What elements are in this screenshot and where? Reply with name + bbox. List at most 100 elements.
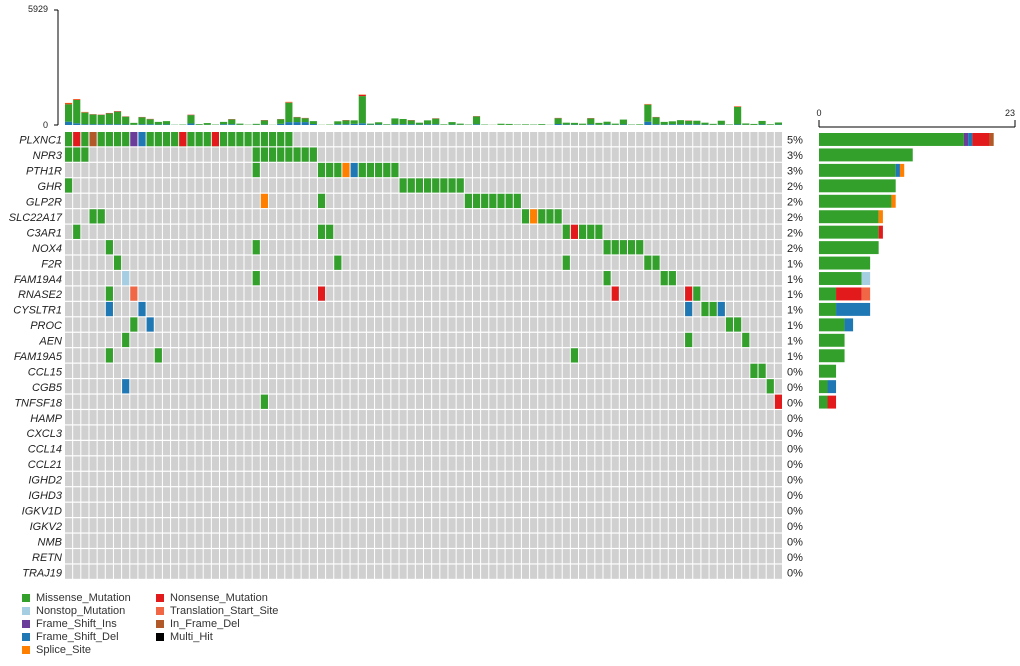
grid-cell [171,255,179,270]
grid-cell [725,549,734,564]
grid-cell [383,564,391,579]
grid-cell [424,363,432,378]
grid-cell [456,379,464,394]
grid-cell [285,394,293,409]
grid-cell [668,394,676,409]
grid-cell [81,533,89,548]
grid-cell [424,456,432,471]
grid-cell [130,271,138,286]
grid-cell [570,286,579,301]
grid-cell [481,317,489,332]
grid-cell [676,271,685,286]
mutation-cell [415,178,423,193]
grid-cell [676,471,685,487]
grid-cell [277,301,285,317]
grid-cell [171,317,179,332]
grid-cell [366,487,375,502]
grid-cell [366,440,375,456]
grid-cell [391,224,399,239]
grid-cell [342,147,350,162]
grid-cell [546,271,554,286]
grid-cell [619,224,627,239]
grid-cell [440,410,448,425]
grid-cell [203,425,211,440]
grid-cell [717,502,725,518]
grid-cell [211,440,220,456]
grid-cell [521,549,530,564]
grid-cell [481,471,489,487]
grid-cell [685,224,693,239]
grid-cell [293,162,301,178]
grid-cell [627,425,636,440]
grid-cell [709,564,717,579]
grid-cell [326,564,334,579]
grid-cell [440,332,448,348]
grid-cell [203,193,211,209]
legend-item: Nonstop_Mutation [22,605,125,617]
tmb-bar-segment [285,122,293,125]
grid-cell [375,178,383,193]
grid-cell [65,286,73,301]
grid-cell [424,502,432,518]
grid-cell [595,348,603,363]
grid-cell [154,332,162,348]
tmb-bar-segment [399,118,407,125]
grid-cell [358,132,366,147]
grid-cell [709,533,717,548]
grid-cell [513,209,521,224]
grid-cell [530,271,538,286]
grid-cell [277,162,285,178]
grid-cell [105,533,113,548]
mutation-cell [334,255,342,270]
grid-cell [244,471,252,487]
grid-cell [579,348,587,363]
tmb-bar-segment [203,123,211,125]
grid-cell [391,132,399,147]
grid-cell [456,471,464,487]
grid-cell [154,502,162,518]
grid-cell [717,224,725,239]
grid-cell [424,394,432,409]
grid-cell [228,240,236,255]
grid-cell [146,301,154,317]
grid-cell [162,456,171,471]
grid-cell [211,564,220,579]
grid-cell [195,240,203,255]
grid-cell [432,317,440,332]
grid-cell [179,271,187,286]
grid-cell [603,440,611,456]
grid-cell [603,379,611,394]
grid-cell [195,425,203,440]
grid-cell [326,518,334,533]
grid-cell [505,178,513,193]
grid-cell [701,332,709,348]
grid-cell [554,487,562,502]
tmb-bar-segment [587,124,595,125]
grid-cell [750,224,758,239]
grid-cell [717,518,725,533]
grid-cell [203,440,211,456]
grid-cell [220,147,228,162]
grid-cell [562,193,570,209]
grid-cell [342,363,350,378]
grid-cell [725,471,734,487]
mutation-cell [65,132,73,147]
grid-cell [366,549,375,564]
tmb-bar-segment [701,122,709,125]
grid-cell [774,518,782,533]
grid-cell [334,564,342,579]
grid-cell [293,379,301,394]
grid-cell [472,286,481,301]
grid-cell [464,518,472,533]
gene-percent-label: 2% [787,181,803,193]
grid-cell [685,471,693,487]
mutation-cell [81,147,89,162]
grid-cell [268,487,277,502]
grid-cell [342,533,350,548]
grid-cell [97,379,105,394]
grid-cell [554,286,562,301]
grid-cell [685,255,693,270]
grid-cell [587,332,595,348]
grid-cell [530,178,538,193]
grid-cell [228,487,236,502]
